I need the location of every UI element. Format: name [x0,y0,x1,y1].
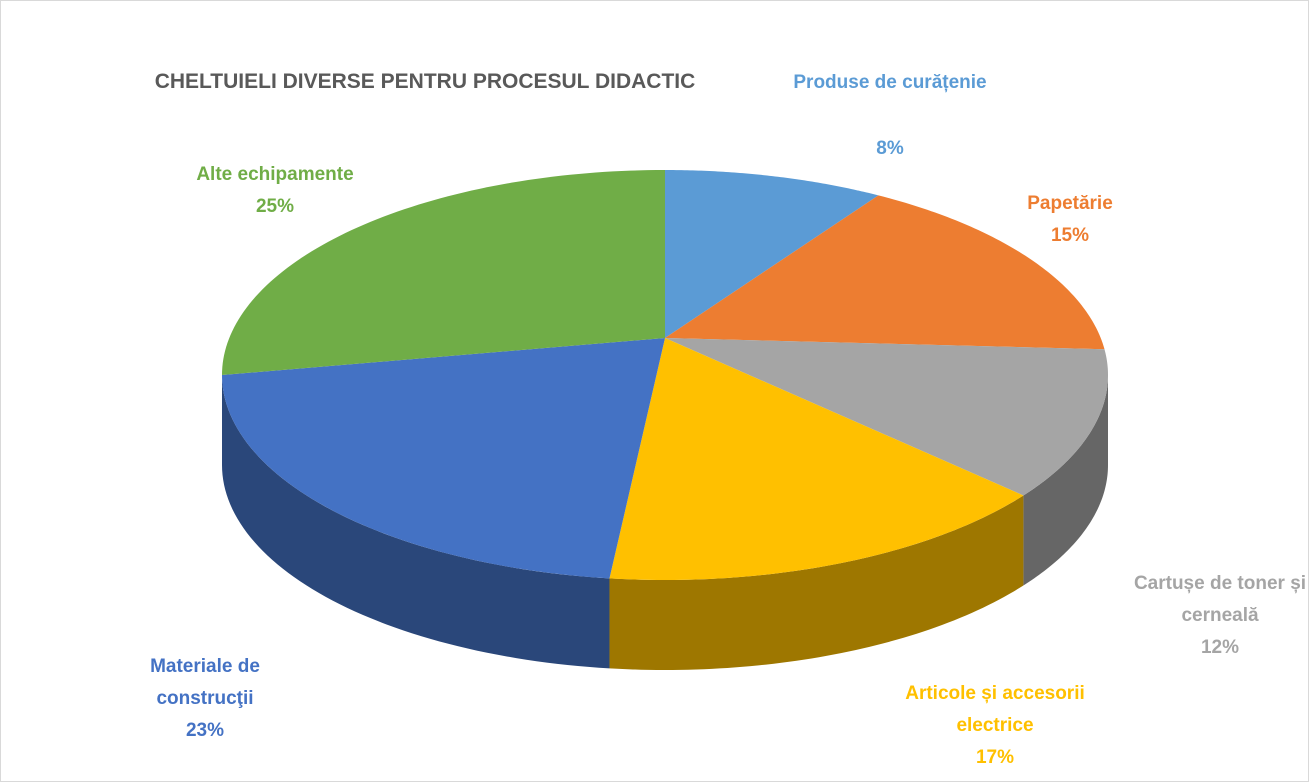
category-label: Articole și accesorii electrice [905,683,1085,736]
slice-side [1023,375,1108,586]
value-label: 17% [976,747,1014,768]
slice [222,170,665,375]
category-label: Papetărie [1027,193,1113,214]
slice-side [222,375,610,669]
category-label: Produse de curățenie [793,72,986,93]
chart-title: CHELTUIELI DIVERSE PENTRU PROCESUL DIDAC… [155,70,696,93]
value-label: 25% [256,196,294,217]
value-label: 23% [186,720,224,741]
slice-side [609,495,1024,670]
category-label: Materiale de construcţii [150,656,260,709]
value-label: 12% [1201,637,1239,658]
category-label: Alte echipamente [196,164,353,185]
value-label: 8% [876,138,904,159]
slice [665,195,1105,350]
value-label: 15% [1051,225,1089,246]
category-label: Cartușe de toner și cerneală [1134,573,1306,626]
slice [665,170,879,338]
slice [609,338,1024,580]
slice [222,338,665,579]
slice [665,338,1108,496]
